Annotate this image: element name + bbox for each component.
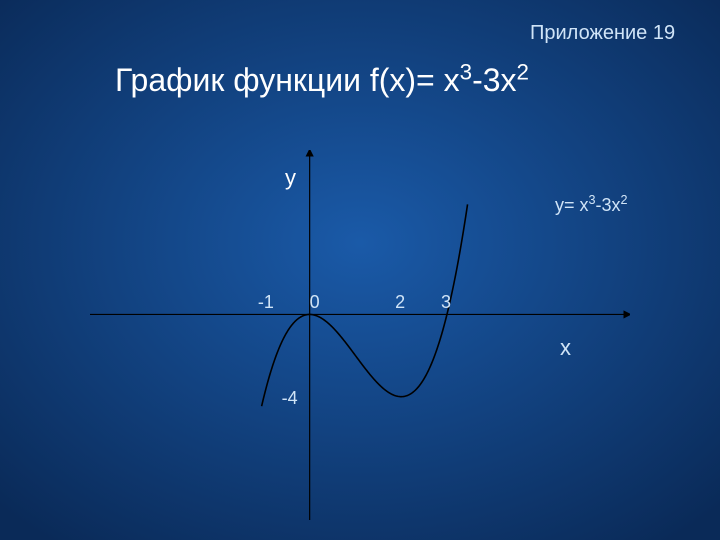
slide-title: График функции f(x)= x3-3x2 bbox=[115, 62, 529, 99]
y-axis-label: y bbox=[285, 165, 296, 191]
x-axis-label: x bbox=[560, 335, 571, 361]
equation-label: y= x3-3x2 bbox=[555, 195, 628, 216]
function-chart bbox=[90, 150, 630, 520]
y-tick-label: -4 bbox=[282, 388, 298, 409]
x-tick-label: 3 bbox=[441, 292, 451, 313]
x-tick-label: -1 bbox=[258, 292, 274, 313]
x-tick-label: 0 bbox=[310, 292, 320, 313]
slide: { "background": { "center_color": "#1a5a… bbox=[0, 0, 720, 540]
x-tick-label: 2 bbox=[395, 292, 405, 313]
appendix-label: Приложение 19 bbox=[530, 22, 675, 45]
